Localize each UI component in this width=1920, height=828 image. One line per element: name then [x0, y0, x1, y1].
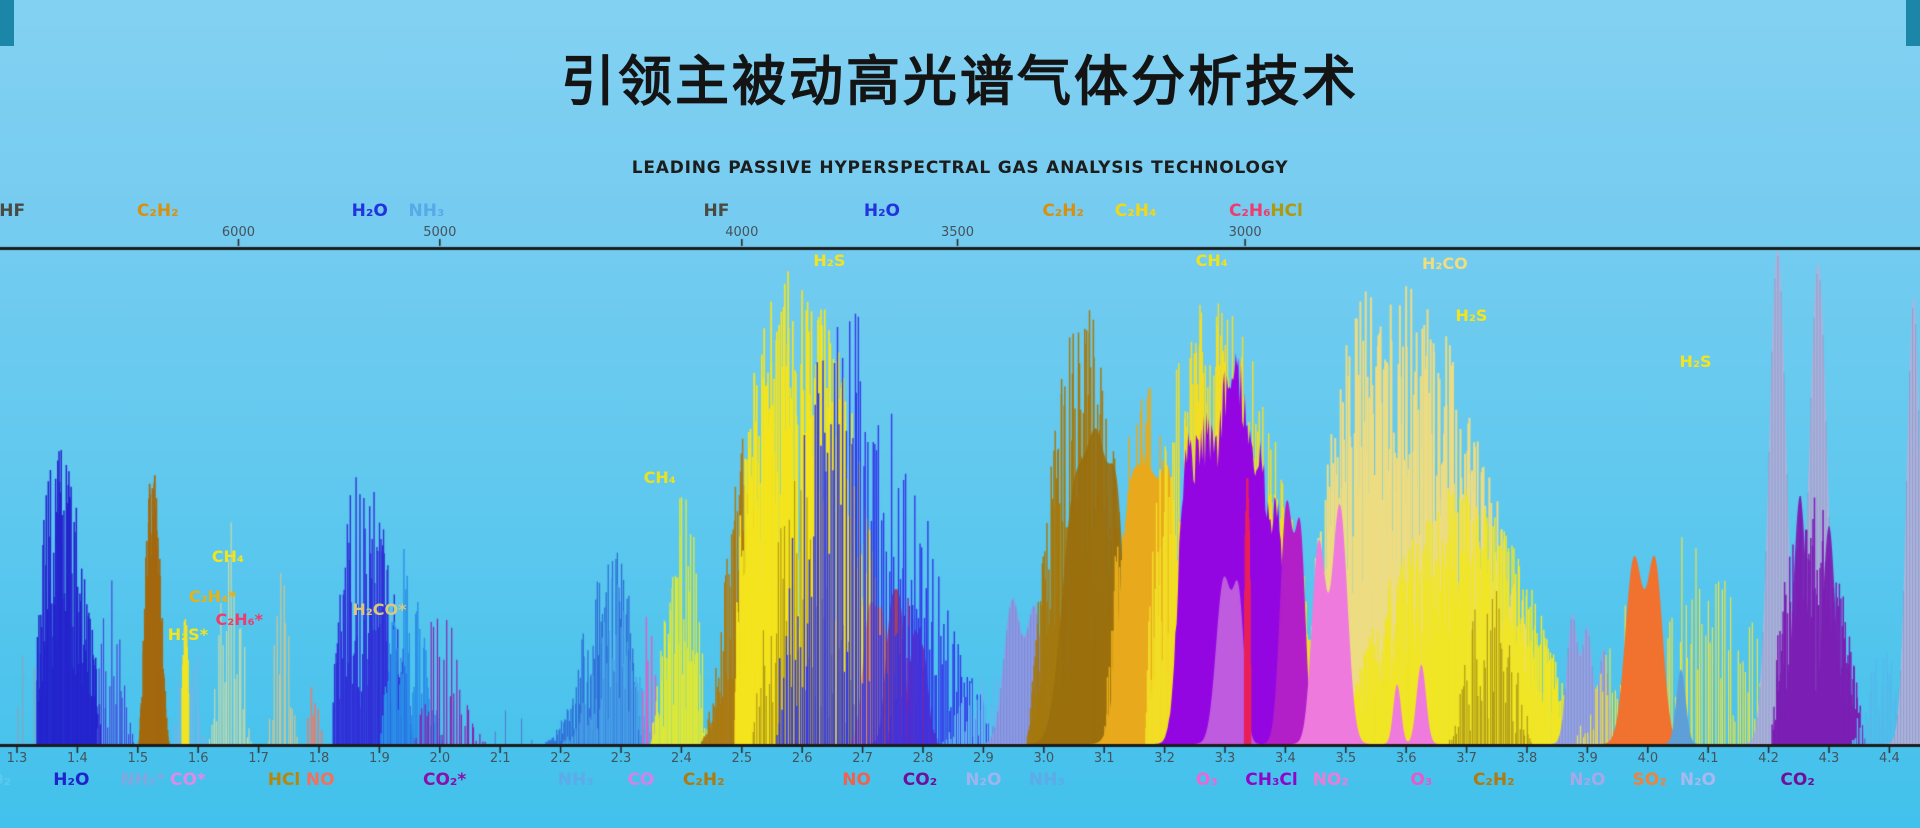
corner-accent-left	[0, 0, 14, 46]
page-title: 引领主被动高光谱气体分析技术	[561, 50, 1359, 113]
page-subtitle: LEADING PASSIVE HYPERSPECTRAL GAS ANALYS…	[631, 158, 1289, 178]
corner-accent-right	[1906, 0, 1920, 46]
